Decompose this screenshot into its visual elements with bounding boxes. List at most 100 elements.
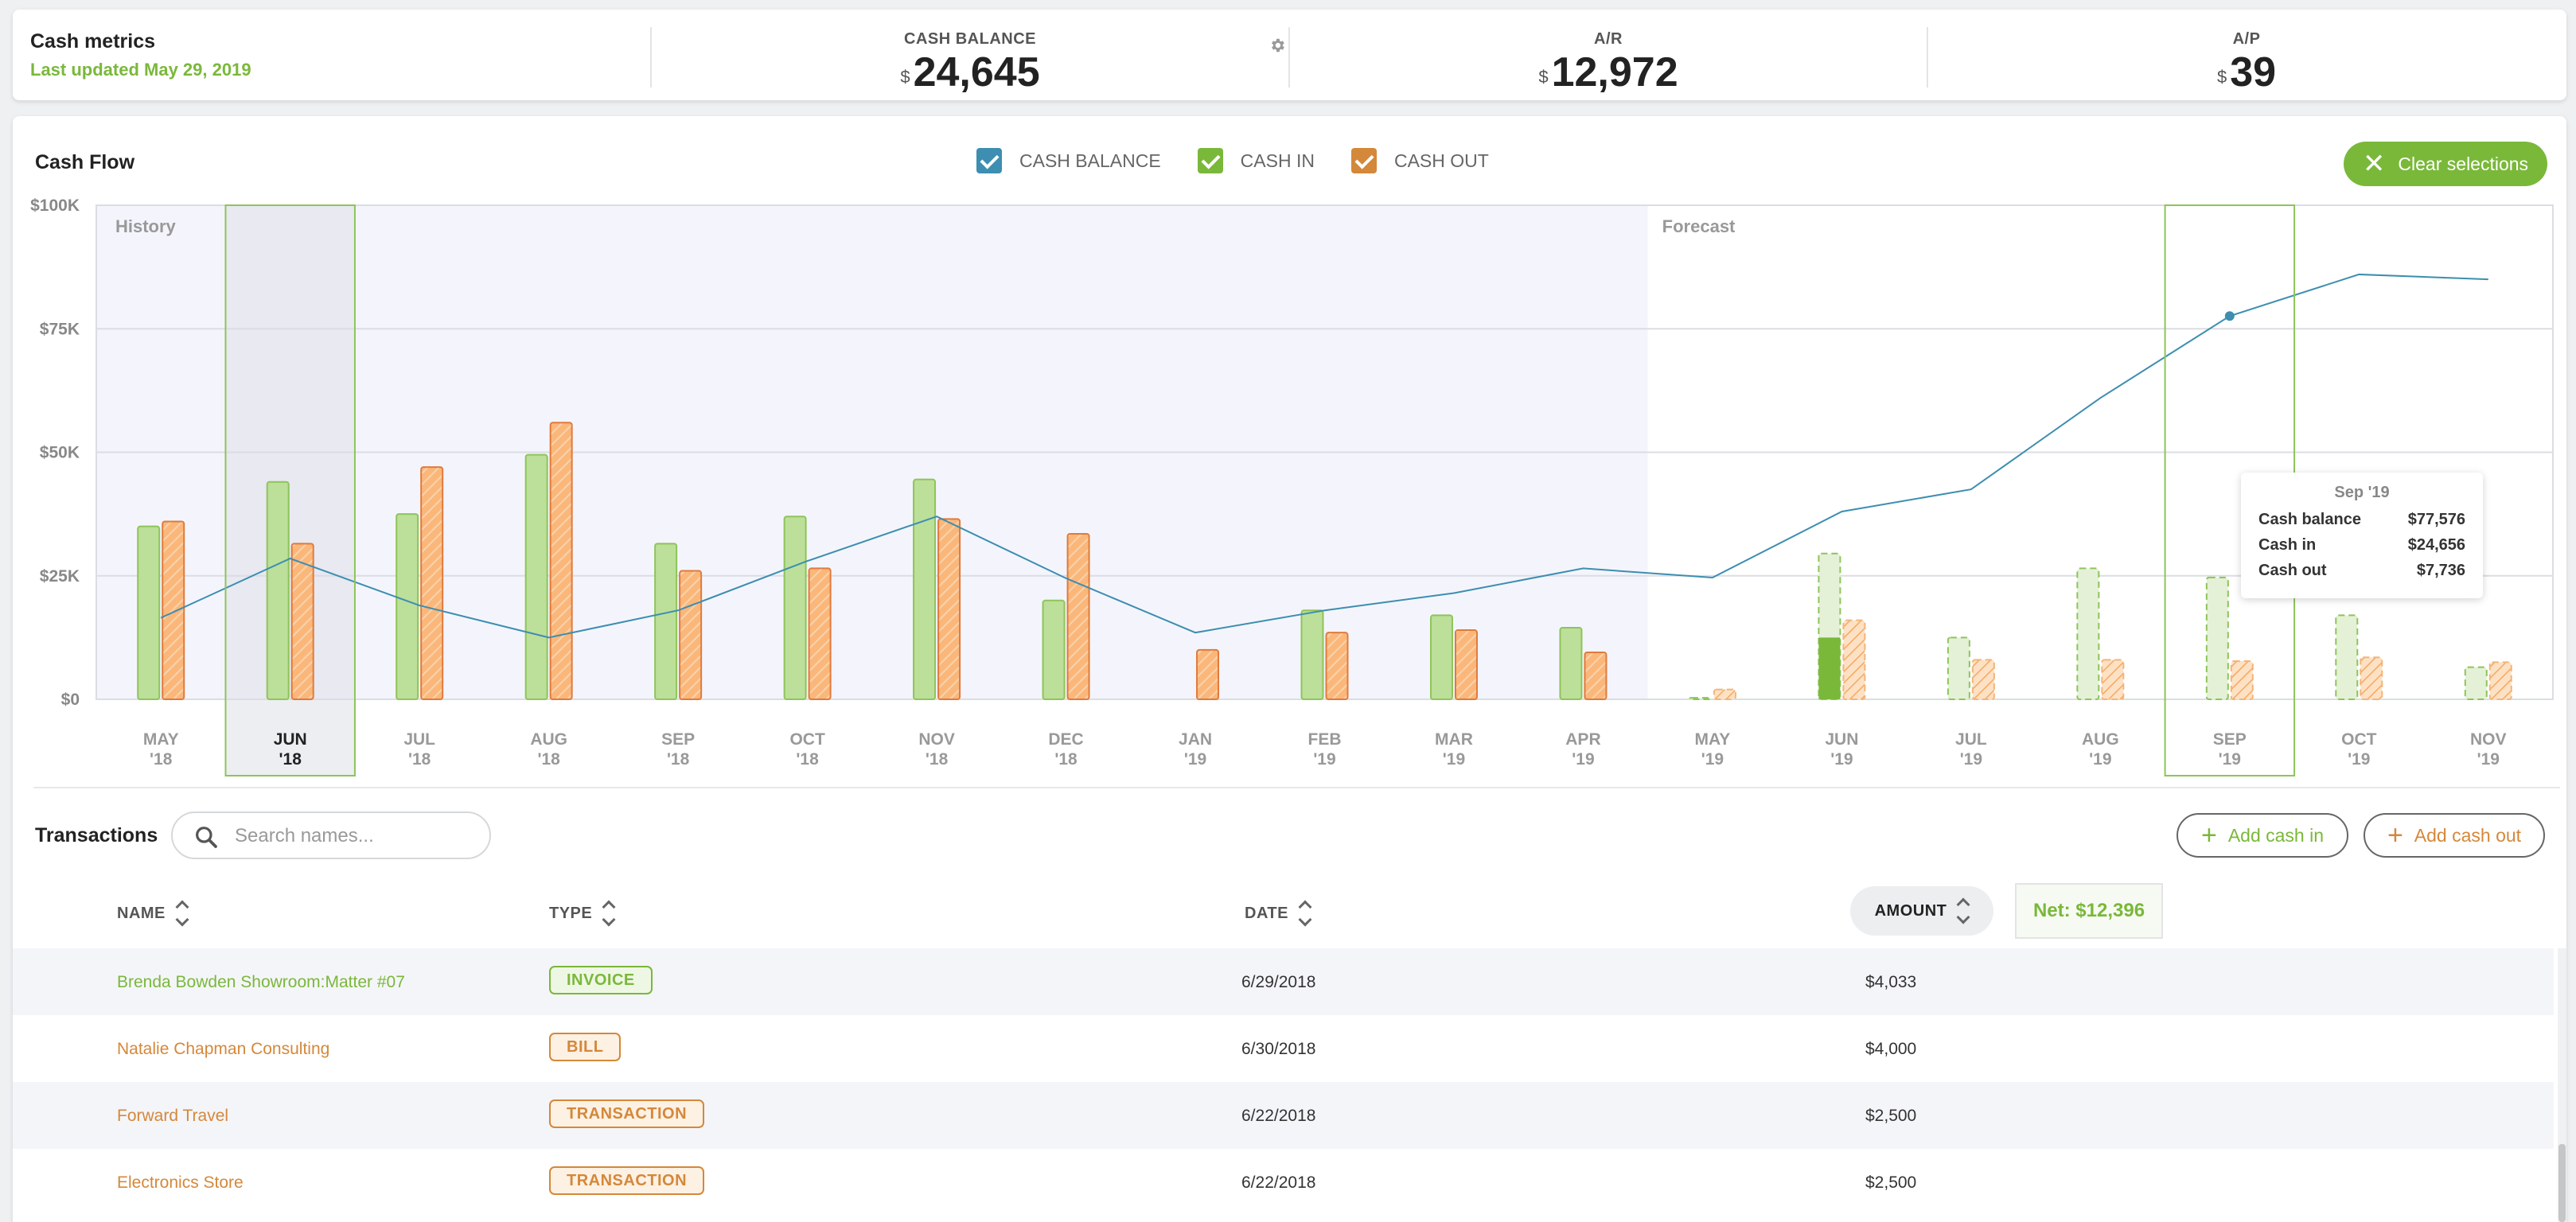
metric-label: A/R [1594, 30, 1623, 48]
scrollbar-thumb[interactable] [2558, 1144, 2566, 1222]
transaction-date: 6/22/2018 [1241, 1173, 1316, 1192]
table-row[interactable]: Natalie Chapman Consulting BILL 6/30/2018 $… [13, 1015, 2554, 1082]
legend-label: CASH IN [1240, 150, 1315, 171]
type-badge: TRANSACTION [549, 1166, 705, 1195]
cash-in-bar [524, 453, 548, 700]
x-tick-year: '19 [1184, 750, 1206, 769]
type-badge: INVOICE [549, 966, 653, 994]
x-tick-year: '19 [1830, 750, 1853, 769]
x-tick-year: '19 [1443, 750, 1465, 769]
cash-out-bar [290, 543, 314, 701]
column-label: NAME [117, 904, 166, 922]
cash-out-bar [1713, 688, 1736, 701]
column-label: AMOUNT [1874, 901, 1947, 920]
x-tick-label: JUL [403, 730, 435, 749]
clear-selections-label: Clear selections [2398, 153, 2529, 174]
sort-icon[interactable] [1956, 895, 1969, 927]
transaction-name[interactable]: Brenda Bowden Showroom:Matter #07 [117, 973, 405, 991]
search-input[interactable] [235, 823, 474, 850]
cash-out-bar [2488, 661, 2512, 700]
cash-in-bar [396, 513, 419, 700]
transaction-date: 6/22/2018 [1241, 1107, 1316, 1125]
add-cash-out-label: Add cash out [2414, 824, 2522, 846]
add-cash-out-button[interactable]: + Add cash out [2364, 813, 2545, 858]
cash-flow-title: Cash Flow [35, 151, 135, 173]
gear-icon[interactable] [1269, 37, 1286, 54]
x-tick-year: '19 [1572, 750, 1594, 769]
table-row[interactable]: Brenda Bowden Showroom:Matter #07 INVOICE… [13, 948, 2554, 1015]
column-label: DATE [1245, 904, 1288, 922]
x-tick-label: NOV [2470, 730, 2507, 749]
scrollbar[interactable] [2558, 948, 2566, 1222]
x-tick-year: '18 [796, 750, 819, 769]
sort-icon[interactable] [602, 897, 614, 929]
metric-ap: A/P $39 [1927, 30, 2566, 95]
currency-symbol: $ [2216, 67, 2227, 87]
transaction-date: 6/29/2018 [1241, 973, 1316, 991]
metrics-title-block: Cash metrics Last updated May 29, 2019 [30, 30, 251, 80]
column-header-name[interactable]: NAME [117, 897, 188, 929]
transaction-amount: $4,000 [1865, 1040, 1917, 1058]
search-box[interactable] [171, 811, 491, 859]
x-tick-year: '19 [2348, 750, 2370, 769]
x-tick-year: '18 [408, 750, 431, 769]
legend-cash-balance[interactable]: CASH BALANCE [976, 148, 1161, 173]
transaction-name[interactable]: Natalie Chapman Consulting [117, 1040, 330, 1058]
ap-value: 39 [2230, 49, 2277, 95]
x-tick-year: '19 [1701, 750, 1724, 769]
x-tick-label: OCT [2341, 730, 2377, 749]
type-badge: TRANSACTION [549, 1099, 705, 1128]
add-cash-in-button[interactable]: + Add cash in [2177, 813, 2348, 858]
metrics-title: Cash metrics [30, 30, 156, 53]
sort-icon[interactable] [175, 897, 188, 929]
tooltip-value: $7,736 [2416, 562, 2465, 579]
cash-out-bar [2360, 656, 2383, 701]
column-header-date[interactable]: DATE [1245, 897, 1311, 929]
cash-flow-chart[interactable]: History Forecast$0$25K$50K$75K$100KMAY'18… [13, 116, 2566, 784]
checkbox-checked-icon[interactable] [1350, 148, 1377, 173]
transaction-amount: $4,033 [1865, 973, 1917, 991]
currency-symbol: $ [900, 67, 910, 87]
transaction-name[interactable]: Forward Travel [117, 1107, 229, 1125]
cash-out-bar [2230, 660, 2254, 700]
clear-selections-button[interactable]: ✕ Clear selections [2344, 142, 2547, 186]
tooltip-value: $24,656 [2407, 536, 2465, 554]
divider [1288, 27, 1290, 88]
x-tick-year: '19 [1960, 750, 1982, 769]
x-tick-year: '19 [2219, 750, 2241, 769]
table-row[interactable]: Forward Travel TRANSACTION 6/22/2018 $2,500 [13, 1082, 2554, 1149]
x-tick-year: '19 [2089, 750, 2111, 769]
cash-in-bar [1429, 614, 1453, 700]
ar-value: 12,972 [1551, 49, 1678, 95]
x-tick-label: AUG [530, 730, 567, 749]
chart-tooltip: Sep '19 Cash balance $77,576 Cash in $24,6… [2241, 473, 2483, 598]
tooltip-row: Cash balance $77,576 [2258, 507, 2465, 532]
plus-icon: + [2200, 820, 2217, 850]
column-header-amount[interactable]: AMOUNT [1850, 886, 1993, 936]
cash-in-bar [137, 525, 161, 701]
checkbox-checked-icon[interactable] [976, 148, 1002, 173]
cash-out-bar [1325, 632, 1349, 700]
tooltip-label: Cash out [2258, 562, 2327, 579]
legend-cash-in[interactable]: CASH IN [1197, 148, 1315, 173]
cash-out-bar [1971, 659, 1995, 701]
legend-cash-out[interactable]: CASH OUT [1350, 148, 1489, 173]
cash-in-bar [654, 543, 678, 701]
metric-label: CASH BALANCE [904, 30, 1036, 48]
column-header-type[interactable]: TYPE [549, 897, 614, 929]
metric-label: A/P [2232, 30, 2261, 48]
table-row[interactable]: Electronics Store TRANSACTION 6/22/2018 $2,… [13, 1149, 2554, 1216]
sort-icon[interactable] [1298, 897, 1311, 929]
cash-out-bar [937, 518, 961, 700]
transaction-name[interactable]: Electronics Store [117, 1173, 244, 1192]
transaction-amount: $2,500 [1865, 1107, 1917, 1125]
cash-balance-point [2224, 311, 2235, 321]
cash-in-bar [1300, 609, 1324, 700]
x-tick-year: '18 [1054, 750, 1078, 769]
chart-legend: CASH BALANCE CASH IN CASH OUT [976, 148, 1489, 173]
cash-in-bar [1947, 636, 1970, 700]
cash-out-bar [1842, 619, 1866, 701]
cash-in-bar [2464, 666, 2488, 701]
cash-out-bar [162, 520, 185, 700]
checkbox-checked-icon[interactable] [1197, 148, 1223, 173]
